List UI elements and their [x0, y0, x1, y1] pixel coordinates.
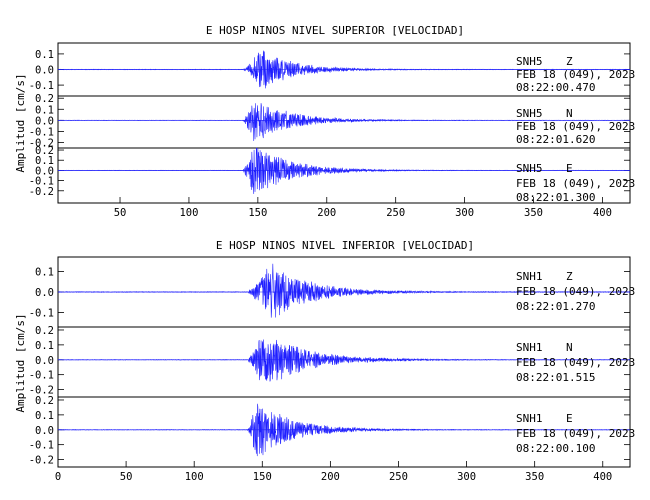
station-code: SNH5 [516, 107, 543, 120]
x-tick-label: 300 [455, 207, 474, 219]
panel-snh5-n: 0.20.10.0-0.1-0.2 SNH5 N FEB 18 (049), 2… [29, 93, 636, 149]
y-axis-label-superior: Amplitud [cm/s] [14, 73, 27, 172]
y-tick-label: 0.1 [35, 104, 54, 116]
y-tick-label: -0.1 [29, 440, 54, 452]
component-label: N [566, 107, 573, 120]
y-tick-label: 0.0 [35, 425, 54, 437]
panel-frame [57, 147, 631, 204]
record-date: FEB 18 (049), 2023 [516, 177, 635, 190]
x-tick-label: 200 [321, 471, 340, 483]
x-tick-label: 350 [525, 471, 544, 483]
station-code: SNH1 [516, 270, 543, 283]
y-tick-label: 0.2 [35, 93, 54, 105]
x-tick-label: 300 [457, 471, 476, 483]
y-tick-label: 0.0 [35, 165, 54, 177]
x-tick-label: 150 [248, 207, 267, 219]
y-tick-label: -0.1 [29, 176, 54, 188]
panel-snh1-z: 0.1 0.0 -0.1 SNH1 Z FEB 18 (049), 2023 08:… [29, 256, 635, 328]
record-date: FEB 18 (049), 2023 [516, 356, 635, 369]
record-date: FEB 18 (049), 2023 [516, 120, 635, 133]
component-label: Z [566, 55, 573, 68]
velocity-trace [57, 403, 631, 457]
component-label: E [566, 162, 573, 175]
y-tick-label: 0.0 [35, 65, 54, 77]
x-tick-label: 250 [389, 471, 408, 483]
y-axis-ticks: 0.2 0.1 0.0 -0.1 -0.2 [29, 325, 630, 397]
y-tick-label: 0.0 [35, 115, 54, 127]
panel-snh5-e: 0.20.10.0-0.1-0.2 SNH5 E FEB 18 (049), 2… [29, 145, 636, 204]
panel-snh1-n: 0.2 0.1 0.0 -0.1 -0.2 SNH1 N FEB 18 (049), 2… [29, 325, 635, 398]
station-code: SNH1 [516, 341, 543, 354]
record-date: FEB 18 (049), 2023 [516, 427, 635, 440]
y-tick-label: 0.0 [35, 287, 54, 299]
y-tick-label: -0.2 [29, 455, 54, 467]
x-tick-label: 100 [179, 207, 198, 219]
y-tick-label: 0.1 [35, 155, 54, 167]
y-tick-label: 0.0 [35, 355, 54, 367]
y-tick-label: 0.1 [35, 410, 54, 422]
chart-nivel-superior: E HOSP NINOS NIVEL SUPERIOR [VELOCIDAD] … [14, 24, 635, 219]
panel-frame [57, 396, 631, 468]
record-time: 08:22:00.470 [516, 81, 595, 94]
record-time: 08:22:01.300 [516, 191, 595, 204]
record-time: 08:22:01.620 [516, 133, 595, 146]
x-tick-label: 400 [593, 471, 612, 483]
x-tick-label: 250 [386, 207, 405, 219]
chart-title-inferior: E HOSP NINOS NIVEL INFERIOR [VELOCIDAD] [216, 239, 474, 252]
y-tick-label: -0.1 [29, 80, 54, 92]
record-date: FEB 18 (049), 2023 [516, 285, 635, 298]
x-tick-label: 50 [114, 207, 127, 219]
component-label: E [566, 412, 573, 425]
component-label: N [566, 341, 573, 354]
y-tick-label: 0.2 [35, 395, 54, 407]
y-tick-label: -0.1 [29, 126, 54, 138]
station-code: SNH1 [516, 412, 543, 425]
x-tick-label: 0 [55, 471, 61, 483]
panel-snh1-e: 0.2 0.1 0.0 -0.1 -0.2 SNH1 E FEB 18 (049), 2… [29, 395, 635, 468]
y-tick-label: 0.2 [35, 325, 54, 337]
station-code: SNH5 [516, 162, 543, 175]
x-axis-ticks-inferior: 0 50 100 150 200 250 300 350 400 [55, 461, 612, 483]
y-tick-label: 0.1 [35, 49, 54, 61]
y-axis-ticks: 0.1 0.0 -0.1 [29, 49, 630, 92]
record-time: 08:22:01.270 [516, 300, 595, 313]
y-tick-label: 0.1 [35, 340, 54, 352]
y-tick-label: -0.2 [29, 137, 54, 149]
x-tick-label: 200 [317, 207, 336, 219]
component-label: Z [566, 270, 573, 283]
velocity-trace [57, 147, 631, 194]
y-tick-label: 0.1 [35, 266, 54, 278]
velocity-trace [57, 339, 631, 382]
y-tick-label: 0.2 [35, 145, 54, 157]
station-code: SNH5 [516, 55, 543, 68]
y-tick-label: -0.1 [29, 308, 54, 320]
velocity-trace [57, 103, 631, 141]
y-axis-ticks: 0.20.10.0-0.1-0.2 [29, 93, 630, 149]
chart-nivel-inferior: E HOSP NINOS NIVEL INFERIOR [VELOCIDAD] … [14, 239, 635, 483]
x-axis-ticks-superior: 50 100 150 200 250 300 350 400 [114, 197, 612, 219]
record-time: 08:22:00.100 [516, 442, 595, 455]
y-tick-label: -0.2 [29, 186, 54, 198]
y-tick-label: -0.2 [29, 385, 54, 397]
chart-title-superior: E HOSP NINOS NIVEL SUPERIOR [VELOCIDAD] [206, 24, 464, 37]
x-tick-label: 150 [253, 471, 272, 483]
y-axis-ticks: 0.2 0.1 0.0 -0.1 -0.2 [29, 395, 630, 467]
velocity-trace [57, 263, 631, 318]
velocity-trace [57, 50, 631, 89]
y-tick-label: -0.1 [29, 370, 54, 382]
x-tick-label: 100 [185, 471, 204, 483]
x-tick-label: 400 [593, 207, 612, 219]
y-axis-label-inferior: Amplitud [cm/s] [14, 313, 27, 412]
record-date: FEB 18 (049), 2023 [516, 68, 635, 81]
x-tick-label: 350 [524, 207, 543, 219]
x-tick-label: 50 [120, 471, 133, 483]
record-time: 08:22:01.515 [516, 371, 595, 384]
